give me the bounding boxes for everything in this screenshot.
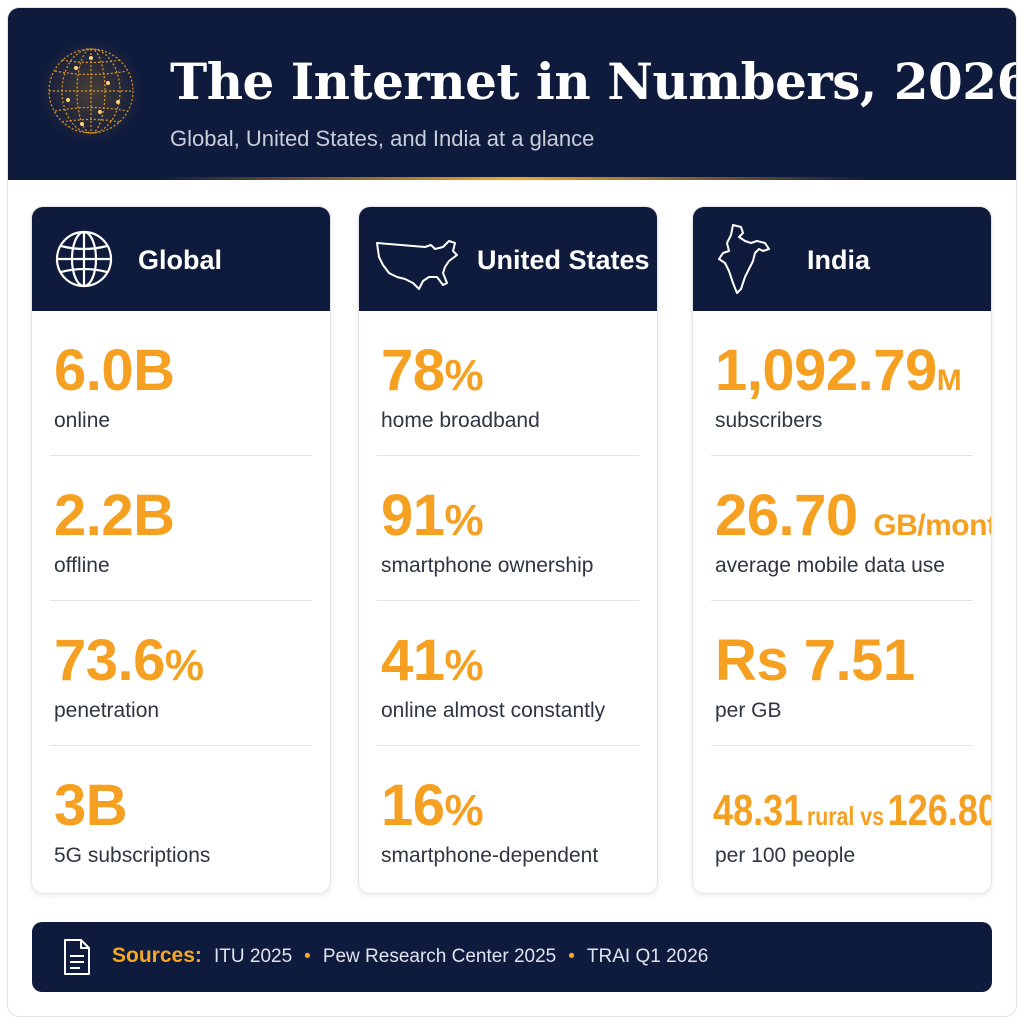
- card-title: Global: [138, 245, 223, 275]
- stat-online-constantly: 41% online almost constantly: [377, 601, 639, 746]
- stat-label: home broadband: [381, 409, 540, 432]
- source-item: ITU 2025: [214, 946, 293, 967]
- stat-label: smartphone-dependent: [381, 844, 599, 867]
- infographic: The Internet in Numbers, 2026 Global, Un…: [7, 7, 1017, 1017]
- separator-dot: •: [568, 946, 575, 967]
- sources-list: ITU 2025 • Pew Research Center 2025 • TRAI Q…: [214, 946, 708, 968]
- stat-value: 6.0B: [54, 338, 175, 403]
- stat-label: average mobile data use: [715, 554, 945, 577]
- stat-value: 91%: [381, 483, 484, 548]
- stat-value: 41%: [381, 628, 484, 693]
- stat-label: subscribers: [715, 409, 823, 432]
- stat-value: 2.2B: [54, 483, 175, 548]
- stat-teledensity: 48.31 rural vs 126.80 urban per 100 peop…: [711, 746, 991, 891]
- usa-map-icon: [376, 240, 458, 290]
- card-global: Global 6.0B online 2.2B offline 73.6% pe…: [31, 206, 331, 894]
- stat-label: penetration: [54, 699, 160, 722]
- header-divider: [158, 177, 868, 180]
- stat-smartphone-ownership: 91% smartphone ownership: [377, 456, 639, 601]
- stat-label: per GB: [715, 699, 782, 722]
- stat-smartphone-dependent: 16% smartphone-dependent: [377, 746, 639, 891]
- stat-value: 16%: [381, 773, 484, 838]
- stat-offline: 2.2B offline: [50, 456, 312, 601]
- header: The Internet in Numbers, 2026 Global, Un…: [8, 8, 1017, 180]
- stat-value: 26.70 GB/month: [715, 483, 991, 548]
- stat-penetration: 73.6% penetration: [50, 601, 312, 746]
- stat-value: 78%: [381, 338, 484, 403]
- stat-price-per-gb: Rs 7.51 per GB: [711, 601, 973, 746]
- globe-icon: [39, 39, 143, 143]
- stat-online: 6.0B online: [50, 311, 312, 456]
- card-title: United States: [477, 245, 650, 275]
- separator-dot: •: [304, 946, 311, 967]
- stat-value: Rs 7.51: [715, 628, 915, 693]
- stat-value: 48.31 rural vs 126.80 urban: [713, 786, 992, 835]
- stat-value: 3B: [54, 773, 128, 838]
- stat-label: per 100 people: [715, 844, 856, 867]
- source-item: Pew Research Center 2025: [322, 946, 557, 967]
- globe-icon: [55, 230, 113, 288]
- stat-label: online almost constantly: [381, 699, 606, 722]
- stat-subscribers: 1,092.79M subscribers: [711, 311, 973, 456]
- source-item: TRAI Q1 2026: [586, 946, 709, 967]
- card-india: India 1,092.79M subscribers 26.70 GB/mon…: [692, 206, 992, 894]
- stat-5g: 3B 5G subscriptions: [50, 746, 312, 891]
- sources-label: Sources:: [112, 944, 202, 967]
- card-united-states: United States 78% home broadband 91% sma…: [358, 206, 658, 894]
- sources-bar: Sources: ITU 2025 • Pew Research Center 20…: [32, 922, 992, 992]
- card-header: United States: [359, 207, 657, 311]
- stat-label: offline: [54, 554, 110, 577]
- stat-label: smartphone ownership: [381, 554, 594, 577]
- stat-home-broadband: 78% home broadband: [377, 311, 639, 456]
- card-title: India: [807, 245, 871, 275]
- stat-label: 5G subscriptions: [54, 844, 211, 867]
- document-icon: [64, 939, 90, 975]
- stat-value: 1,092.79M: [715, 338, 962, 403]
- page-title: The Internet in Numbers, 2026: [170, 52, 1017, 111]
- stat-label: online: [54, 409, 111, 432]
- stat-value: 73.6%: [54, 628, 204, 693]
- stat-mobile-data-use: 26.70 GB/month average mobile data use: [711, 456, 991, 601]
- india-map-icon: [718, 224, 770, 294]
- page-subtitle: Global, United States, and India at a gl…: [170, 126, 595, 151]
- card-header: Global: [32, 207, 330, 311]
- card-header: India: [693, 207, 991, 311]
